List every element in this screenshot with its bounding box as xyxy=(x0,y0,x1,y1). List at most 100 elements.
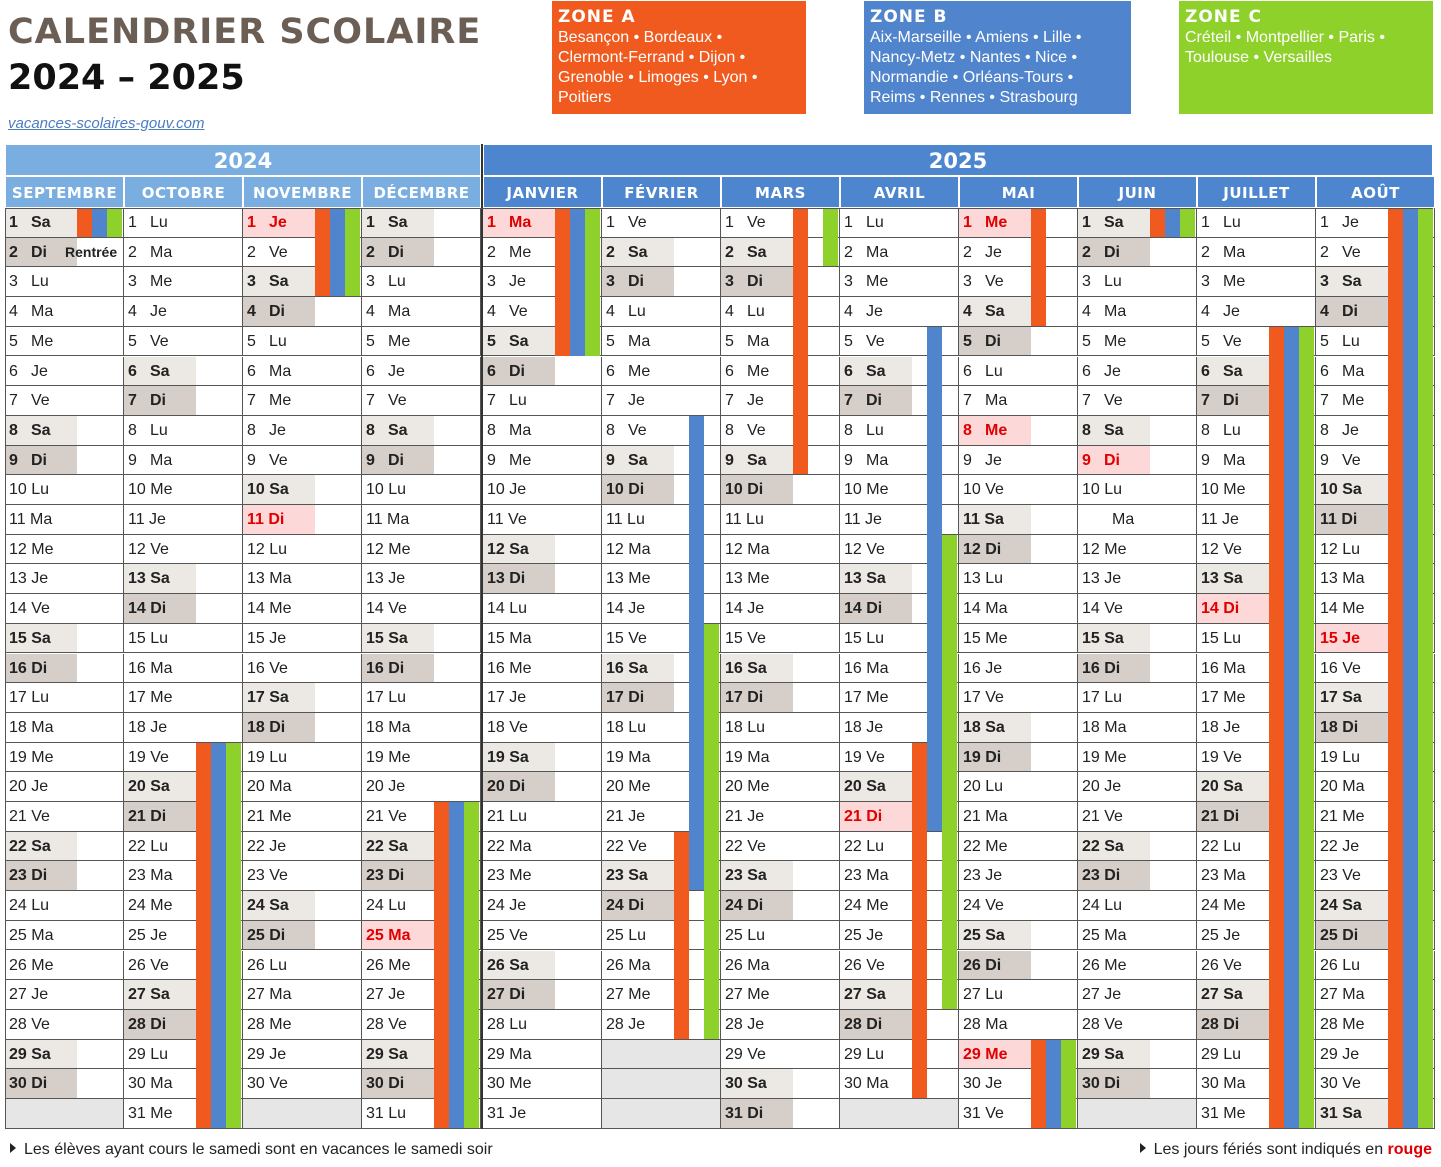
weekday-abbr: Lu xyxy=(1337,748,1361,766)
day-cell: 16 Je xyxy=(959,653,1078,684)
empty-day-cell xyxy=(840,1099,959,1129)
day-number: 31 xyxy=(1201,1105,1219,1122)
day-number: 28 xyxy=(844,1015,862,1033)
day-cell: 6 Je xyxy=(5,356,124,387)
vacation-bar-zone-a xyxy=(1150,208,1165,237)
weekday-abbr: Ve xyxy=(145,956,169,974)
day-cell: 9 Je xyxy=(959,445,1078,476)
day-number: 4 xyxy=(1320,303,1329,321)
weekday-abbr: Me xyxy=(26,540,54,558)
day-number: 17 xyxy=(9,689,27,707)
day-number: 24 xyxy=(1082,897,1100,915)
day-cell: 19 Di xyxy=(959,742,1078,773)
day-number: 29 xyxy=(1201,1045,1219,1063)
site-link[interactable]: vacances-scolaires-gouv.com xyxy=(8,115,205,132)
weekday-abbr: Je xyxy=(1218,926,1241,944)
weekday-abbr: Sa xyxy=(861,570,886,588)
day-number: 17 xyxy=(1201,689,1219,707)
day-number: 13 xyxy=(9,570,27,588)
vacation-bar-zone-b xyxy=(1165,208,1180,237)
weekday-abbr: Lu xyxy=(264,956,288,974)
day-cell: 28 Ma xyxy=(959,1009,1078,1040)
vacation-bar-zone-a xyxy=(912,742,927,1098)
day-number: 13 xyxy=(366,570,384,588)
weekday-abbr: Me xyxy=(504,1075,532,1093)
weekday-abbr: Sa xyxy=(504,748,529,766)
day-cell: 23 Di xyxy=(1078,861,1197,892)
weekday-abbr: Ma xyxy=(861,867,889,885)
weekday-abbr: Sa xyxy=(264,481,289,499)
weekday-abbr: Lu xyxy=(985,362,1003,380)
day-cell: 29 Lu xyxy=(840,1039,959,1070)
day-cell: 26 Sa xyxy=(483,950,602,981)
vacation-bar-zone-b xyxy=(689,415,704,891)
day-number: 23 xyxy=(366,867,384,885)
weekday-abbr: Lu xyxy=(269,332,287,350)
day-cell: 15 Sa xyxy=(1078,623,1197,654)
day-number: 12 xyxy=(725,540,743,558)
weekday-abbr: Me xyxy=(383,540,411,558)
day-number: 15 xyxy=(487,629,505,647)
weekday-abbr: Je xyxy=(26,986,49,1004)
weekday-abbr: Je xyxy=(747,392,764,410)
weekday-abbr: Ve xyxy=(980,689,1004,707)
day-number: 29 xyxy=(844,1045,862,1063)
month-header: SEPTEMBRE xyxy=(5,176,124,208)
day-cell: 8 Ma xyxy=(483,415,602,446)
day-number: 15 xyxy=(606,629,624,647)
vacation-bar-zone-a xyxy=(434,802,449,1128)
day-number: 5 xyxy=(366,332,375,350)
weekday-abbr: Lu xyxy=(1099,897,1123,915)
vacation-bar-zone-b xyxy=(449,802,464,1128)
day-cell: 22 Sa xyxy=(5,831,124,862)
day-number: 22 xyxy=(9,837,27,855)
weekday-abbr: Me xyxy=(264,808,292,825)
day-number: 14 xyxy=(9,600,27,618)
weekday-abbr: Ma xyxy=(866,451,889,469)
weekday-abbr: Di xyxy=(263,511,285,528)
red-word: rouge xyxy=(1387,1141,1432,1158)
weekday-abbr: Di xyxy=(742,1105,764,1122)
weekday-abbr: Je xyxy=(1337,1045,1360,1063)
weekday-abbr: Me xyxy=(145,689,173,707)
weekday-abbr: Ma xyxy=(980,600,1008,618)
day-cell: 13 Lu xyxy=(959,564,1078,595)
weekday-abbr: Ma xyxy=(1104,303,1127,321)
day-number: 7 xyxy=(1201,392,1210,410)
day-number: 21 xyxy=(247,808,265,825)
weekday-abbr: Ve xyxy=(383,600,407,618)
weekday-abbr: Sa xyxy=(1337,689,1362,707)
day-cell: 9 Me xyxy=(483,445,602,476)
day-number: 28 xyxy=(1320,1015,1338,1033)
weekday-abbr: Lu xyxy=(31,273,49,291)
weekday-abbr: Sa xyxy=(31,421,51,439)
weekday-abbr: Je xyxy=(388,362,405,380)
day-cell: 19 Me xyxy=(1078,742,1197,773)
day-cell: 22 Me xyxy=(959,831,1078,862)
day-cell: 28 Ve xyxy=(1078,1009,1197,1040)
day-cell: 3 Di xyxy=(602,267,721,298)
weekday-abbr: Me xyxy=(509,451,532,469)
weekday-abbr: Lu xyxy=(622,511,645,528)
weekday-abbr: Ve xyxy=(1218,540,1242,558)
day-cell: 26 Ve xyxy=(840,950,959,981)
day-number: 21 xyxy=(606,808,624,825)
weekday-abbr: Sa xyxy=(1337,1105,1362,1122)
day-number: 27 xyxy=(366,986,384,1004)
day-number: 30 xyxy=(1082,1075,1100,1093)
day-number: 31 xyxy=(1320,1105,1338,1122)
weekday-abbr: Lu xyxy=(866,421,884,439)
zone-cities-line: Nancy-Metz • Nantes • Nice • xyxy=(870,49,1078,66)
weekday-abbr: Ma xyxy=(1223,243,1246,261)
weekday-abbr: Lu xyxy=(150,214,168,231)
weekday-abbr: Ma xyxy=(25,511,53,528)
weekday-abbr: Me xyxy=(145,1105,173,1122)
day-number: 11 xyxy=(963,511,980,528)
day-number: 30 xyxy=(247,1075,265,1093)
day-number: 16 xyxy=(1320,659,1338,677)
calendar-grid: 2024 2025 SEPTEMBRE 1 Sa 2 Di Rentrée 3 Lu 4 Ma 5 Me 6… xyxy=(5,144,1435,1129)
zone-cities-line: Grenoble • Limoges • Lyon • xyxy=(558,69,758,86)
weekday-abbr: Je xyxy=(383,778,406,796)
weekday-abbr: Di xyxy=(861,808,883,825)
day-number: 16 xyxy=(487,659,505,677)
